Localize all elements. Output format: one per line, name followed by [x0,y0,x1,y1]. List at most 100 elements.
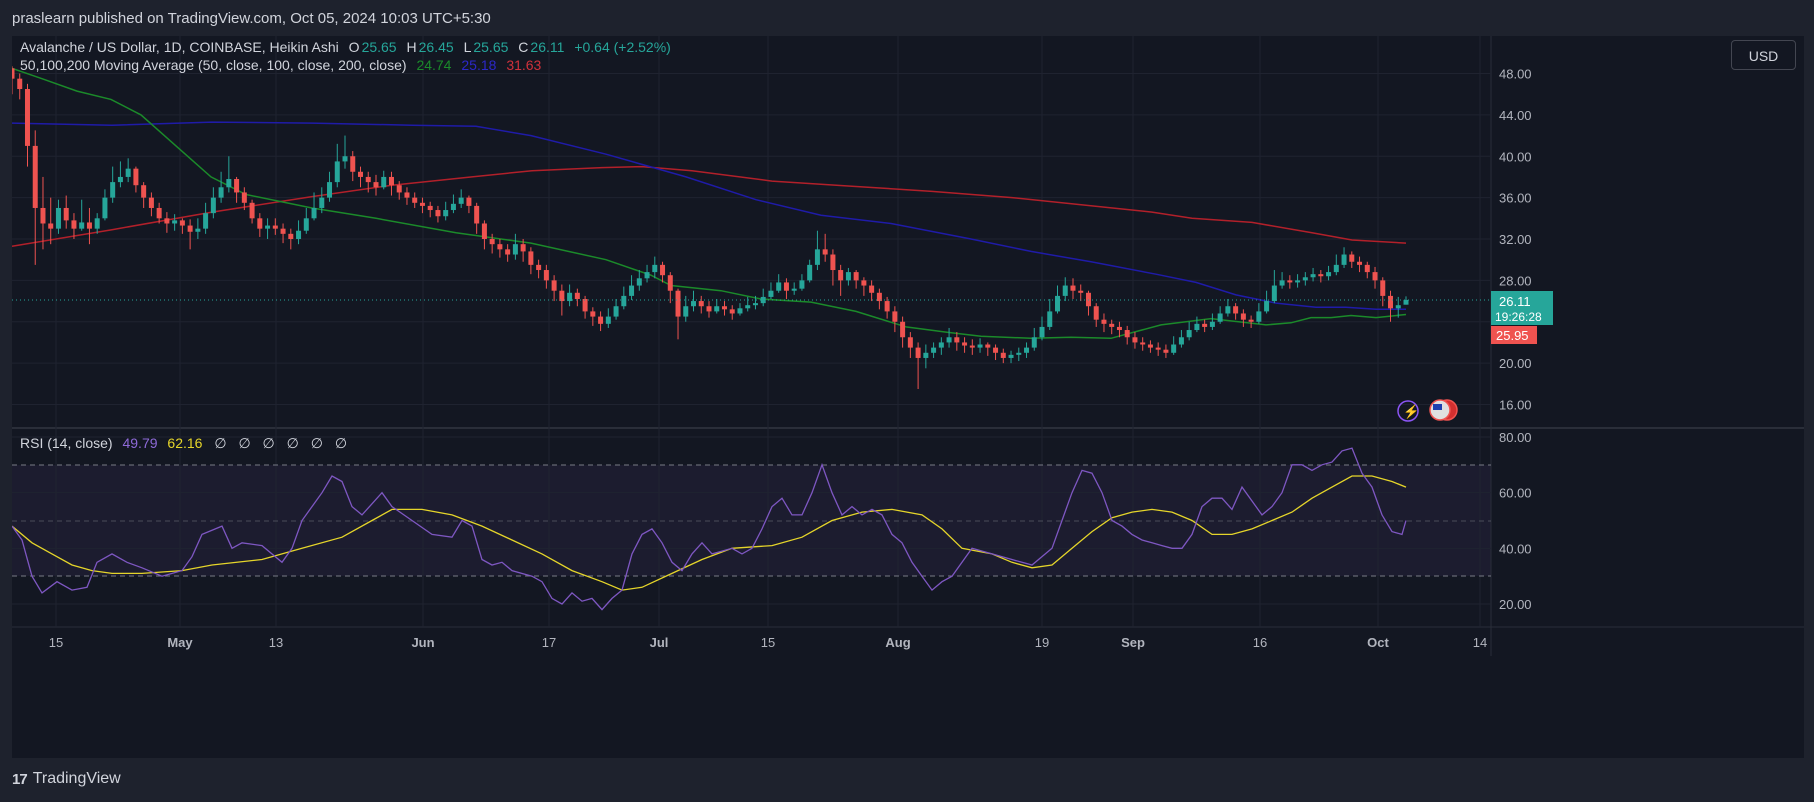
candle-body [551,280,557,291]
candle-body [40,207,46,224]
published-info: praslearn published on TradingView.com, … [12,10,491,27]
candle-body [458,197,464,204]
price-tick-label: 48.00 [1499,67,1532,82]
candle-body [24,89,30,146]
time-tick-label: May [167,635,193,650]
candle-body [388,176,394,186]
time-tick-label: 14 [1473,635,1487,650]
candle-body [915,347,921,358]
candle-body [776,282,782,291]
candle-body [218,187,224,198]
candle-body [559,290,565,302]
rsi-legend[interactable]: RSI (14, close) 49.79 62.16 ∅ ∅ ∅ ∅ ∅ ∅ [20,435,349,452]
empty-value: ∅ [310,435,323,451]
candle-body [63,207,69,221]
candle-body [148,197,154,208]
rsi-tick-label: 60.00 [1499,486,1532,501]
candle-body [466,197,472,206]
candle-body [505,249,511,255]
candle-body [1349,254,1355,262]
candle-body [1271,285,1277,302]
candle-body [675,290,681,317]
chart-frame[interactable]: 48.00 44.00 40.00 36.00 32.00 28.00 20.00 16.00… [12,36,1804,758]
candle-body [179,220,185,226]
candle-body [830,254,836,271]
price-tick-label: 32.00 [1499,232,1532,247]
footer-brand[interactable]: 17 TradingView [12,770,121,788]
last-price-tag [1491,291,1553,325]
candle-body [1264,301,1270,312]
candle-body [210,197,216,214]
price-tick-label: 16.00 [1499,398,1532,413]
candle-body [783,282,789,291]
candle-body [117,176,123,183]
candle-body [373,182,379,188]
candle-body [474,205,480,224]
currency-button[interactable]: USD [1731,40,1796,70]
candle-body [1093,306,1099,320]
candle-body [1163,349,1169,353]
candle-body [667,275,673,291]
candle-body [582,298,588,312]
candle-body [923,352,929,358]
empty-value: ∅ [262,435,275,451]
candle-body [1209,321,1215,327]
candle-body [938,342,944,348]
candle-body [1194,323,1200,331]
candle-body [853,272,859,281]
candle-body [985,344,991,348]
change-value: +0.64 (+2.52%) [574,39,671,55]
candle-body [234,179,240,193]
candle-body [435,210,441,217]
rsi-lines [12,447,1407,611]
candle-body [1248,319,1254,322]
candle-body [536,264,542,271]
rsi-ma-line [12,475,1407,591]
brand-name: TradingView [32,770,121,787]
candle-body [969,345,975,348]
rsi-pane [12,429,1491,627]
candle-body [660,264,666,276]
candle-body [1333,264,1339,273]
candle-body [427,205,433,211]
candle-body [1318,274,1324,277]
candle-body [327,182,333,198]
ma-legend[interactable]: 50,100,200 Moving Average (50, close, 10… [20,57,543,73]
candle-body [156,207,162,219]
candle-body [1364,264,1370,273]
ma50-line [12,67,1407,340]
candle-body [598,316,604,324]
price-tick-label: 20.00 [1499,356,1532,371]
candle-body [745,305,751,309]
time-tick-label: Jul [650,635,669,650]
candle-body [977,344,983,348]
candle-body [481,223,487,239]
candle-body [1147,344,1153,348]
candle-body [869,285,875,293]
candle-body [698,301,704,307]
rsi-label: RSI (14, close) [20,435,113,451]
candle-body [412,197,418,203]
candle-body [125,168,131,177]
candle-body [907,337,913,348]
time-tick-label: 16 [1253,635,1267,650]
candle-body [1132,337,1138,343]
candle-body [799,280,805,289]
time-tick-label: 17 [542,635,556,650]
candle-body [1372,272,1378,281]
candle-body [288,233,294,239]
candle-body [419,202,425,206]
candle-body [900,321,906,338]
candle-body [931,347,937,353]
candle-body [1024,347,1030,353]
candle-body [752,303,758,306]
candle-body [1171,344,1177,353]
ma50-value: 24.74 [416,57,452,73]
chart-svg[interactable]: 48.00 44.00 40.00 36.00 32.00 28.00 20.00 16.00… [12,36,1804,758]
empty-value: ∅ [286,435,299,451]
candle-body [1078,290,1084,293]
symbol-legend: Avalanche / US Dollar, 1D, COINBASE, Hei… [20,39,671,55]
candle-body [822,249,828,255]
candle-body [257,218,263,229]
candle-body [605,316,611,324]
